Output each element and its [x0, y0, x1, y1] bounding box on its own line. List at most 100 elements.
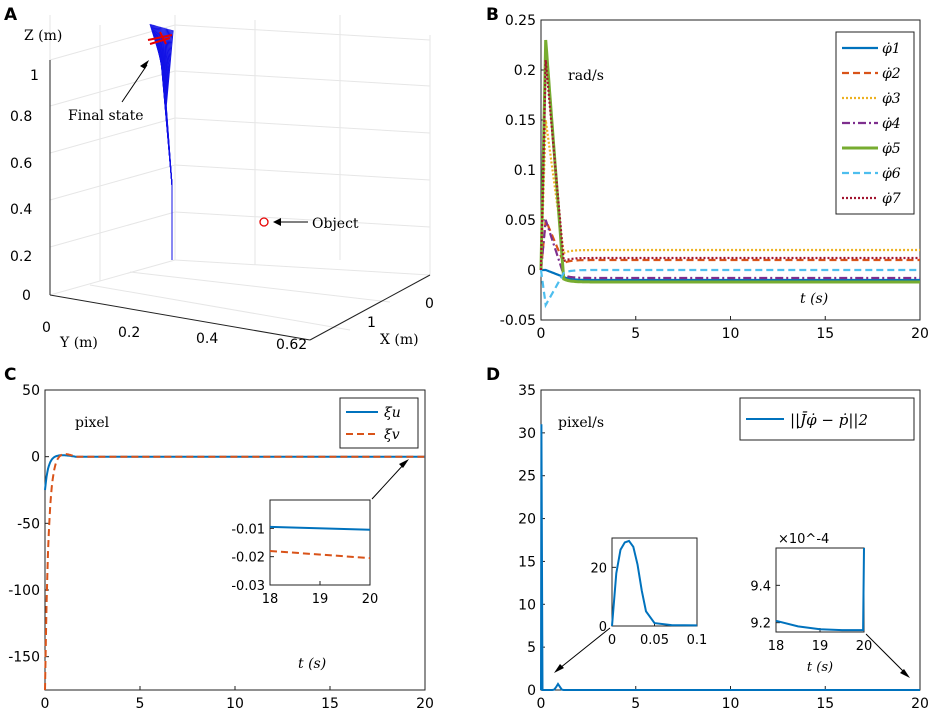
- panel-c-inset-ytick-1: -0.02: [231, 551, 265, 566]
- panel-b-xtick-4: 20: [911, 326, 929, 342]
- panel-a-ytick-1: 0.2: [118, 325, 140, 341]
- panel-d-inset-1-arrowhead: [554, 664, 564, 673]
- panel-d-inset-2-exponent: ×10^-4: [778, 532, 829, 547]
- panel-b-xtick-1: 5: [631, 326, 640, 342]
- panel-b-series-3: [539, 119, 920, 271]
- panel-d-inset-2-arrowhead: [900, 669, 910, 678]
- panel-d-inset-1-series: [611, 539, 698, 627]
- panel-c-legend: [339, 397, 419, 449]
- panel-a-object-arrowhead: [273, 218, 281, 226]
- panel-b-ytick-6: 0.25: [505, 13, 536, 29]
- panel-a-x-label: X (m): [380, 332, 419, 348]
- panel-a-arm-pose: [165, 30, 174, 186]
- panel-a-y-label: Y (m): [59, 335, 98, 351]
- panel-b-unit-label: rad/s: [568, 68, 604, 84]
- panel-b-ytick-5: 0.2: [514, 63, 536, 79]
- panel-d-inset-1-arrow: [559, 627, 611, 669]
- panel-d-xtick-0: 0: [537, 696, 546, 710]
- panel-b-series-2: [539, 219, 920, 271]
- panel-a-xtick-1: 1: [367, 315, 376, 331]
- panel-d-xtick-4: 20: [911, 696, 929, 710]
- panel-a-object-label: Object: [312, 216, 359, 232]
- panel-c-xtick-3: 15: [321, 696, 339, 710]
- panel-d-inset-2-xtick-0: 18: [768, 639, 785, 654]
- panel-c-ytick-2: -50: [17, 516, 40, 532]
- panel-b-series-5: [539, 39, 920, 284]
- panel-c-unit-label: pixel: [75, 415, 110, 431]
- panel-b-legend-label-1: φ̇1: [882, 41, 901, 57]
- panel-d-series-1: [540, 424, 920, 691]
- panel-c-inset-ytick-2: -0.01: [231, 522, 265, 537]
- panel-c-series-2: [44, 453, 425, 691]
- panel-d-inset-2-xtick-2: 20: [856, 639, 873, 654]
- panel-d-ytick-0: 0: [527, 683, 536, 699]
- panel-a-object-marker: [259, 217, 269, 227]
- panel-a-final-state-label: Final state: [68, 108, 144, 124]
- panel-b-series-4: [539, 219, 920, 280]
- panel-c-ytick-4: 50: [22, 383, 40, 399]
- panel-b-ytick-4: 0.15: [505, 113, 536, 129]
- panel-a-ztick-1: 0.2: [10, 249, 32, 265]
- panel-label-b: B: [486, 5, 499, 25]
- panel-d-inset-1-xtick-1: 0.05: [640, 633, 669, 648]
- panel-a-ztick-5: 1: [30, 68, 39, 84]
- panel-c-legend-label-2: ξv: [384, 427, 400, 443]
- panel-c-inset-box: [269, 499, 371, 586]
- panel-d-xtick-1: 5: [631, 696, 640, 710]
- panel-a-final-state-arrow: [121, 64, 148, 103]
- panel-b-series-1: [541, 268, 920, 282]
- panel-a-ytick-0: 0: [42, 320, 51, 336]
- panel-a-y-axis: [49, 294, 311, 341]
- panel-b-xtick-3: 15: [816, 326, 834, 342]
- panel-b-xlabel: t (s): [800, 291, 828, 307]
- panel-b-legend-label-4: φ̇4: [882, 116, 901, 132]
- panel-d-ytick-6: 30: [518, 426, 536, 442]
- panel-a-end-effector: [147, 31, 173, 45]
- panel-d-inset-2-series: [775, 547, 865, 632]
- panel-a-x-axis: [309, 274, 431, 341]
- panel-b-legend-label-5: φ̇5: [882, 141, 901, 157]
- panel-c-xtick-2: 10: [226, 696, 244, 710]
- panel-c-inset-xtick-1: 19: [312, 592, 329, 607]
- panel-c-xtick-1: 5: [136, 696, 145, 710]
- panel-b-ytick-3: 0.1: [514, 163, 536, 179]
- panel-c-xlabel: t (s): [298, 656, 326, 672]
- panel-label-d: D: [486, 365, 500, 385]
- panel-c-inset-xtick-0: 18: [262, 592, 279, 607]
- panel-d-inset-2-xlabel: t (s): [807, 660, 833, 675]
- panel-d-inset-2-ytick-0: 9.2: [750, 617, 771, 632]
- panel-a-ytick-2: 0.4: [196, 331, 218, 347]
- panel-a-grid: [49, 15, 431, 331]
- panel-a-arm-trajectory: [149, 23, 174, 186]
- panel-b-ytick-2: 0.05: [505, 213, 536, 229]
- panel-b-ytick-1: 0: [527, 263, 536, 279]
- panel-label-a: A: [4, 5, 18, 25]
- panel-b-series-6: [539, 268, 920, 309]
- panel-a-xtick-0: 0: [425, 296, 434, 312]
- panel-a-ztick-0: 0: [22, 288, 31, 304]
- panel-b-series-7: [539, 59, 920, 271]
- panel-d-inset-1-xtick-2: 0.1: [687, 633, 708, 648]
- panel-d-inset-1-box: [611, 537, 698, 627]
- panel-d-ytick-5: 25: [518, 469, 536, 485]
- panel-c-ytick-3: 0: [31, 450, 40, 466]
- panel-d-inset-1-xtick-0: 0: [608, 633, 616, 648]
- panel-a-ztick-3: 0.6: [10, 156, 32, 172]
- panel-b-legend-label-6: φ̇6: [882, 166, 901, 182]
- panel-b-legend-label-7: φ̇7: [882, 191, 901, 207]
- panel-a-ztick-2: 0.4: [10, 202, 32, 218]
- panel-c-xtick-0: 0: [41, 696, 50, 710]
- panel-d-ytick-7: 35: [518, 383, 536, 399]
- panel-b-legend-label-3: φ̇3: [882, 91, 901, 107]
- panel-d-inset-2-xtick-1: 19: [812, 639, 829, 654]
- panel-d-ytick-1: 5: [527, 640, 536, 656]
- panel-d-xtick-3: 15: [816, 696, 834, 710]
- panel-c-inset-arrowhead: [399, 459, 409, 468]
- panel-b-xtick-0: 0: [537, 326, 546, 342]
- panel-b-legend-label-2: φ̇2: [882, 66, 901, 82]
- panel-b-ytick-0: -0.05: [500, 313, 536, 329]
- panel-a-final-state-arrowhead: [140, 60, 149, 69]
